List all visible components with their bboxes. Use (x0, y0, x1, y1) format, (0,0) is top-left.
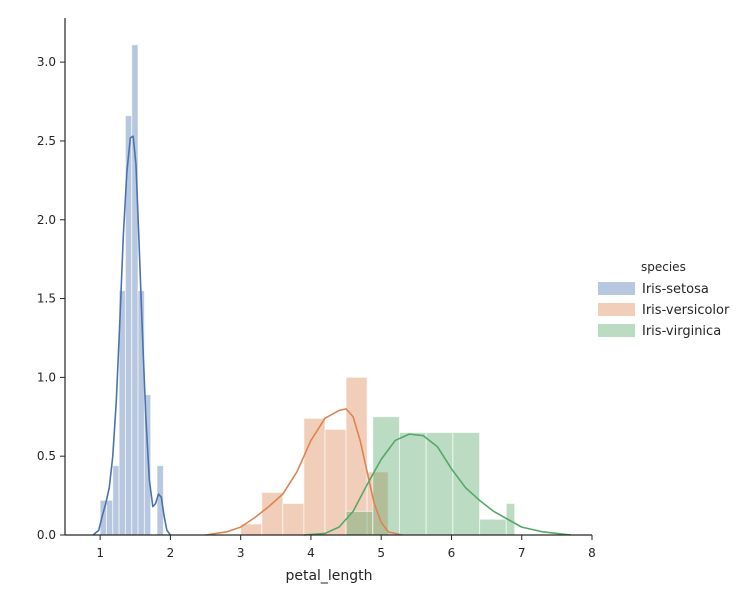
x-tick-label-3: 4 (307, 546, 315, 560)
axes (64, 18, 592, 536)
x-ticks: 1 2 3 4 5 6 7 8 (96, 535, 596, 560)
kde-line-0 (92, 135, 172, 536)
kde-curves (92, 135, 572, 536)
x-tick-label-5: 6 (448, 546, 456, 560)
legend: species Iris-setosa Iris-versicolor Iris-v… (598, 260, 730, 339)
y-tick-label-5: 2.5 (37, 134, 56, 148)
y-ticks: 0.0 0.5 1.0 1.5 2.0 2.5 3.0 (37, 55, 65, 542)
bar-1-1 (261, 491, 284, 536)
bar-2-4 (452, 432, 481, 536)
legend-swatch-0 (598, 282, 635, 295)
bar-2-5 (479, 518, 507, 536)
bar-2-2 (398, 432, 427, 536)
y-tick-label-1: 0.5 (37, 449, 56, 463)
y-tick-label-0: 0.0 (37, 528, 56, 542)
bar-0-1 (105, 499, 114, 536)
x-tick-label-6: 7 (518, 546, 526, 560)
y-tick-label-3: 1.5 (37, 292, 56, 306)
x-tick-label-0: 1 (96, 546, 104, 560)
legend-swatch-1 (598, 303, 635, 316)
bar-2-1 (372, 416, 400, 536)
x-tick-label-2: 3 (237, 546, 245, 560)
legend-label-1: Iris-versicolor (642, 303, 730, 318)
histogram-bars (99, 44, 516, 536)
legend-title: species (641, 260, 686, 274)
bar-2-3 (425, 432, 454, 536)
y-tick-label-6: 3.0 (37, 55, 56, 69)
bar-1-4 (324, 428, 347, 536)
x-tick-label-1: 2 (167, 546, 175, 560)
bar-0-2 (112, 465, 120, 536)
legend-label-0: Iris-setosa (642, 282, 709, 297)
x-tick-label-4: 5 (377, 546, 385, 560)
x-tick-label-7: 8 (588, 546, 596, 560)
kde-line-1 (205, 408, 403, 536)
bar-0-6 (137, 290, 145, 536)
y-tick-label-4: 2.0 (37, 213, 56, 227)
bar-1-2 (282, 502, 305, 536)
bar-0-5 (131, 44, 139, 536)
kde-line-2 (303, 433, 572, 536)
y-tick-label-2: 1.0 (37, 370, 56, 384)
legend-label-2: Iris-virginica (642, 324, 721, 339)
x-axis-label: petal_length (285, 568, 372, 584)
legend-swatch-2 (598, 324, 635, 337)
